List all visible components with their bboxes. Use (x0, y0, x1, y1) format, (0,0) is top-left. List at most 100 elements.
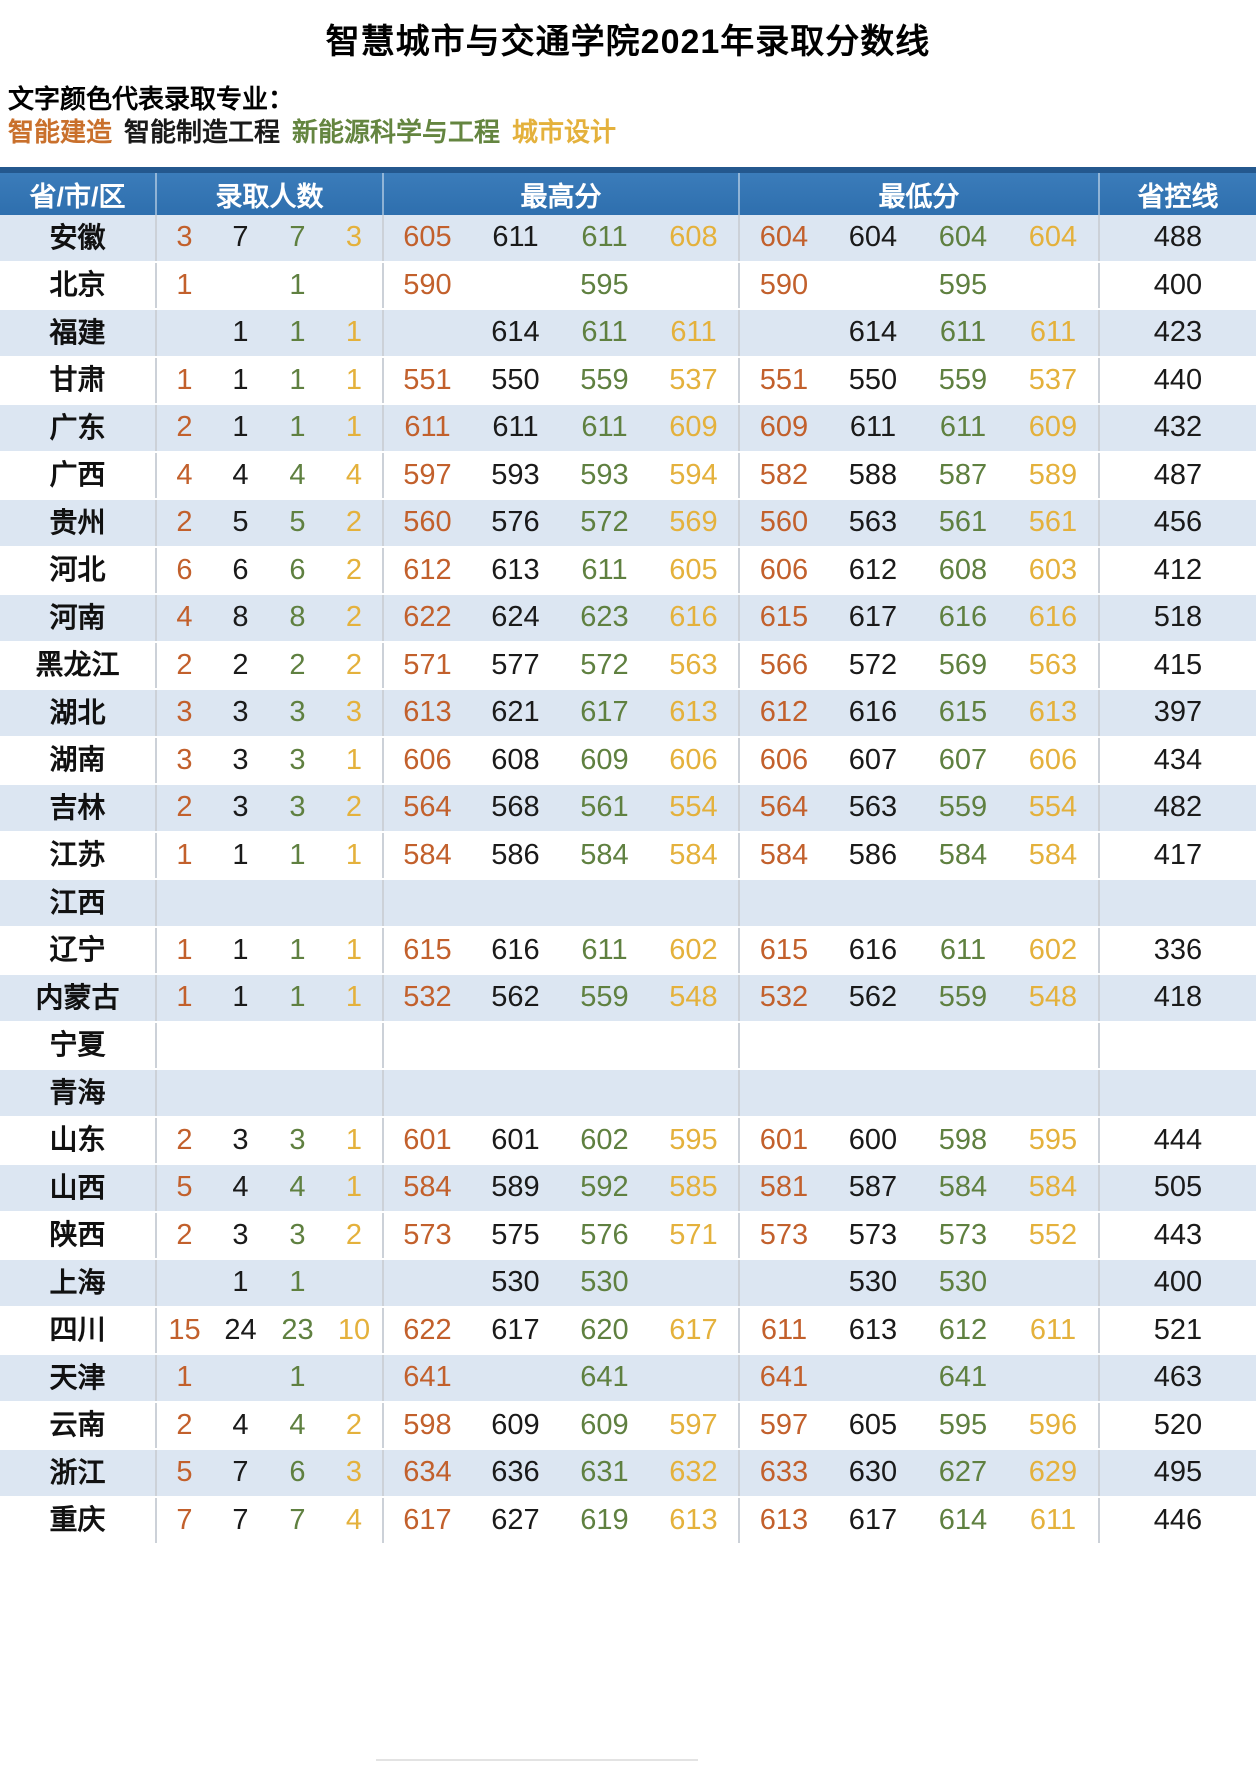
table-row: 山西 5 4 4 1 584 589 592 585 581 587 584 584 505 (0, 1165, 1256, 1213)
table-row: 吉林 2 3 3 2 564 568 561 554 564 563 559 554 482 (0, 785, 1256, 833)
min-score-cell (828, 1355, 918, 1401)
min-score-cell (1008, 1260, 1098, 1306)
max-score-cell: 606 (669, 743, 718, 776)
max-score-cell: 590 (382, 262, 471, 308)
control-line-cell: 423 (1098, 310, 1256, 356)
table-header-row: 省/市/区 录取人数 最高分 最低分 省控线 (0, 167, 1256, 215)
control-line-cell: 400 (1098, 1260, 1256, 1306)
admitted-count-cell: 4 (232, 1171, 249, 1204)
legend-item-major-4: 城市设计 (512, 117, 617, 147)
header-control-line: 省控线 (1098, 173, 1256, 215)
admitted-count-cell: 2 (345, 791, 363, 824)
min-score-cell: 569 (938, 648, 988, 681)
admitted-count-cell: 6 (289, 553, 306, 586)
control-line-cell: 440 (1098, 357, 1256, 403)
min-score-cell: 603 (1028, 553, 1078, 586)
max-score-cell (471, 880, 560, 926)
admitted-count-cell: 7 (232, 1503, 249, 1536)
min-score-cell: 614 (938, 1503, 988, 1536)
table-row: 河北 6 6 6 2 612 613 611 605 606 612 608 603 412 (0, 547, 1256, 595)
province-cell: 黑龙江 (35, 649, 120, 681)
admitted-count-cell: 1 (155, 832, 212, 878)
admitted-count-cell (212, 1070, 269, 1116)
max-score-cell (649, 1023, 738, 1069)
min-score-cell: 604 (848, 221, 898, 254)
control-line-cell: 336 (1098, 927, 1256, 973)
table-row: 重庆 7 7 7 4 617 627 619 613 613 617 614 611 446 (0, 1497, 1256, 1545)
max-score-cell: 593 (491, 458, 540, 491)
admitted-count-cell: 1 (289, 1361, 306, 1394)
min-score-cell (1008, 1070, 1098, 1116)
admitted-count-cell: 2 (345, 553, 363, 586)
min-score-cell: 611 (1029, 1313, 1077, 1346)
province-cell: 安徽 (49, 221, 106, 253)
province-cell: 福建 (49, 316, 106, 348)
admitted-count-cell: 1 (289, 838, 306, 871)
max-score-cell: 597 (669, 1408, 718, 1441)
min-score-cell: 604 (1028, 221, 1078, 254)
max-score-cell: 621 (491, 696, 540, 729)
min-score-cell (918, 1070, 1008, 1116)
min-score-cell: 562 (848, 981, 898, 1014)
max-score-cell: 623 (580, 601, 629, 634)
admitted-count-cell: 2 (155, 1402, 212, 1448)
province-cell: 山东 (49, 1124, 106, 1156)
min-score-cell (738, 310, 828, 356)
admitted-count-cell: 7 (289, 221, 306, 254)
admitted-count-cell (212, 1023, 269, 1069)
max-score-cell: 616 (669, 601, 718, 634)
min-score-cell: 561 (938, 506, 988, 539)
table-row: 上海 1 1 530 530 530 530 400 (0, 1260, 1256, 1308)
min-score-cell: 629 (1028, 1456, 1078, 1489)
min-score-cell: 616 (1028, 601, 1078, 634)
admitted-count-cell: 2 (155, 1117, 212, 1163)
admitted-count-cell: 1 (289, 268, 306, 301)
max-score-cell (649, 1355, 738, 1401)
max-score-cell: 611 (492, 221, 539, 254)
min-score-cell: 582 (738, 452, 828, 498)
table-body: 安徽 3 7 7 3 605 611 611 608 604 604 604 604 488 北京 1 1 590… (0, 215, 1256, 1545)
max-score-cell (649, 880, 738, 926)
province-cell: 贵州 (49, 506, 106, 538)
max-score-cell: 563 (669, 648, 718, 681)
province-cell: 陕西 (49, 1219, 106, 1251)
admitted-count-cell: 1 (345, 743, 363, 776)
legend-label: 文字颜色代表录取专业： (8, 84, 295, 114)
table-row: 辽宁 1 1 1 1 615 616 611 602 615 616 611 602 336 (0, 927, 1256, 975)
legend: 文字颜色代表录取专业： 智能建造 智能制造工程 新能源科学与工程 城市设计 (8, 84, 1256, 148)
admitted-count-cell: 1 (345, 411, 363, 444)
table-row: 内蒙古 1 1 1 1 532 562 559 548 532 562 559 548 418 (0, 975, 1256, 1023)
min-score-cell: 552 (1028, 1218, 1078, 1251)
admitted-count-cell: 4 (232, 458, 249, 491)
admitted-count-cell: 23 (281, 1313, 314, 1346)
admitted-count-cell: 3 (232, 791, 249, 824)
max-score-cell: 612 (382, 547, 471, 593)
control-line-cell: 446 (1098, 1497, 1256, 1543)
min-score-cell: 600 (848, 1123, 898, 1156)
min-score-cell: 611 (1029, 316, 1077, 349)
max-score-cell: 613 (491, 553, 540, 586)
min-score-cell: 609 (738, 405, 828, 451)
min-score-cell: 551 (738, 357, 828, 403)
table-row: 天津 1 1 641 641 641 641 463 (0, 1355, 1256, 1403)
min-score-cell: 641 (938, 1361, 988, 1394)
max-score-cell: 571 (382, 642, 471, 688)
table-row: 福建 1 1 1 614 611 611 614 611 611 423 (0, 310, 1256, 358)
min-score-cell: 560 (738, 500, 828, 546)
admitted-count-cell: 2 (289, 648, 306, 681)
min-score-cell: 617 (848, 1503, 898, 1536)
legend-item-major-3: 新能源科学与工程 (292, 117, 501, 147)
min-score-cell: 532 (738, 975, 828, 1021)
admitted-count-cell: 10 (337, 1313, 371, 1346)
admitted-count-cell: 2 (345, 648, 363, 681)
max-score-cell: 641 (382, 1355, 471, 1401)
control-line-cell: 463 (1098, 1355, 1256, 1401)
min-score-cell: 613 (848, 1313, 898, 1346)
admitted-count-cell (326, 1355, 382, 1401)
admitted-count-cell: 7 (289, 1503, 306, 1536)
max-score-cell (382, 880, 471, 926)
table-row: 江西 (0, 880, 1256, 928)
table-row: 四川 15 24 23 10 622 617 620 617 611 613 612 611 521 (0, 1307, 1256, 1355)
max-score-cell: 551 (382, 357, 471, 403)
table-row: 青海 (0, 1070, 1256, 1118)
